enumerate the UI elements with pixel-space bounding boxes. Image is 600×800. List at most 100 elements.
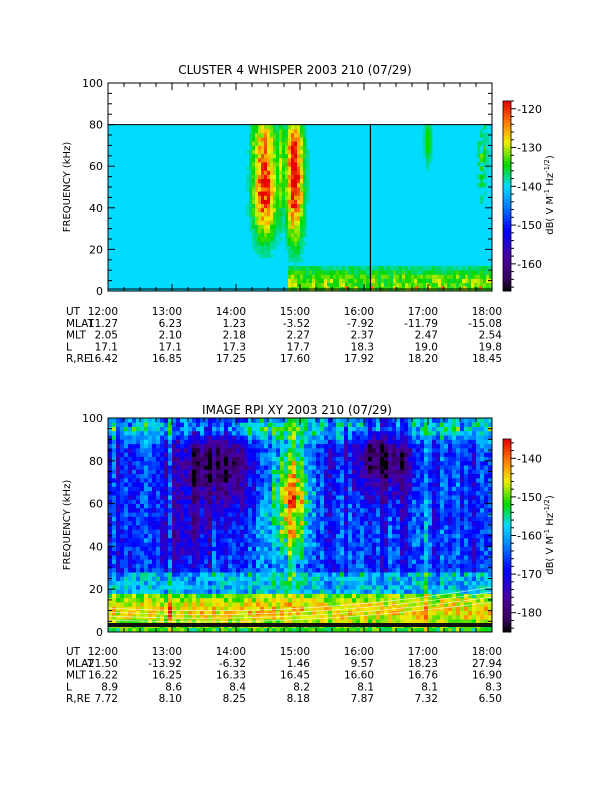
spectrogram-cell bbox=[280, 447, 285, 453]
spectrogram-cell bbox=[200, 430, 205, 436]
spectrogram-cell bbox=[224, 580, 229, 586]
spectrogram-cell bbox=[303, 211, 307, 217]
spectrogram-cell bbox=[324, 266, 328, 271]
spectrogram-cell bbox=[188, 486, 193, 492]
spectrogram-cell bbox=[273, 170, 277, 175]
spectrogram-cell bbox=[136, 567, 141, 573]
spectrogram-cell bbox=[252, 178, 256, 184]
spectrogram-cell bbox=[224, 525, 229, 530]
spectrogram-cell bbox=[384, 572, 389, 577]
spectrogram-cell bbox=[196, 576, 201, 582]
spectrogram-cell bbox=[124, 614, 129, 620]
spectrogram-cell bbox=[462, 274, 466, 279]
spectrogram-cell bbox=[360, 559, 365, 564]
spectrogram-cell bbox=[296, 443, 301, 449]
colorbar-segment bbox=[503, 120, 511, 124]
spectrogram-cell bbox=[312, 572, 317, 577]
spectrogram-cell bbox=[297, 211, 301, 217]
spectrogram-cell bbox=[315, 270, 319, 275]
spectrogram-cell bbox=[312, 597, 317, 603]
spectrogram-cell bbox=[304, 537, 309, 543]
spectrogram-cell bbox=[228, 525, 233, 530]
spectrogram-cell bbox=[261, 241, 265, 246]
spectrogram-cell bbox=[336, 503, 341, 509]
spectrogram-cell bbox=[306, 270, 310, 275]
spectrogram-cell bbox=[352, 503, 357, 509]
spectrogram-cell bbox=[136, 619, 141, 624]
spectrogram-cell bbox=[360, 546, 365, 552]
colorbar-segment bbox=[503, 205, 511, 210]
spectrogram-cell bbox=[368, 580, 373, 586]
spectrogram-cell bbox=[399, 278, 403, 284]
spectrogram-cell bbox=[308, 418, 313, 423]
spectrogram-cell bbox=[112, 537, 117, 543]
spectrogram-cell bbox=[249, 211, 253, 217]
spectrogram-cell bbox=[160, 576, 165, 582]
spectrogram-cell bbox=[336, 443, 341, 449]
spectrogram-cell bbox=[360, 580, 365, 586]
spectrogram-cell bbox=[200, 477, 205, 483]
spectrogram-cell bbox=[308, 584, 313, 590]
spectrogram-cell bbox=[288, 482, 293, 487]
spectrogram-cell bbox=[240, 584, 245, 590]
spectrogram-cell bbox=[285, 141, 289, 146]
colorbar-tick-label: -120 bbox=[517, 103, 542, 116]
spectrogram-cell bbox=[285, 124, 289, 130]
spectrogram-cell bbox=[152, 456, 157, 462]
spectrogram-cell bbox=[188, 490, 193, 496]
spectrogram-cell bbox=[364, 572, 369, 577]
spectrogram-cell bbox=[356, 525, 361, 530]
spectrogram-cell bbox=[204, 597, 209, 603]
spectrogram-cell bbox=[164, 529, 169, 534]
spectrogram-cell bbox=[176, 584, 181, 590]
spectrogram-cell bbox=[396, 554, 401, 560]
spectrogram-cell bbox=[405, 266, 409, 271]
spectrogram-cell bbox=[363, 270, 367, 275]
spectrogram-cell bbox=[136, 576, 141, 582]
spectrogram-cell bbox=[345, 274, 349, 279]
spectrogram-cell bbox=[368, 610, 373, 616]
spectrogram-cell bbox=[246, 187, 250, 192]
spectrogram-cell bbox=[108, 520, 113, 526]
spectrogram-cell bbox=[180, 584, 185, 590]
spectrogram-cell bbox=[156, 567, 161, 573]
spectrogram-cell bbox=[224, 469, 229, 475]
spectrogram-cell bbox=[308, 614, 313, 620]
spectrogram-cell bbox=[316, 520, 321, 526]
spectrogram-cell bbox=[272, 460, 277, 466]
spectrogram-cell bbox=[483, 153, 487, 159]
spectrogram-cell bbox=[196, 525, 201, 530]
spectrogram-cell bbox=[340, 550, 345, 556]
spectrogram-cell bbox=[297, 216, 301, 221]
spectrogram-cell bbox=[300, 153, 304, 159]
spectrogram-cell bbox=[352, 460, 357, 466]
spectrogram-cell bbox=[172, 525, 177, 530]
spectrogram-cell bbox=[332, 520, 337, 526]
spectrogram-cell bbox=[393, 282, 397, 288]
spectrogram-cell bbox=[294, 149, 298, 155]
spectrogram-cell bbox=[291, 141, 295, 146]
spectrogram-cell bbox=[148, 602, 153, 607]
spectrogram-cell bbox=[297, 187, 301, 192]
spectrogram-cell bbox=[260, 422, 265, 427]
spectrogram-cell bbox=[396, 465, 401, 470]
spectrogram-cell bbox=[208, 606, 213, 611]
spectrogram-cell bbox=[156, 452, 161, 457]
spectrogram-cell bbox=[172, 507, 177, 513]
spectrogram-cell bbox=[296, 627, 301, 633]
spectrogram-cell bbox=[224, 512, 229, 517]
spectrogram-cell bbox=[140, 602, 145, 607]
spectrogram-cell bbox=[312, 282, 316, 288]
spectrogram-cell bbox=[363, 274, 367, 279]
spectrogram-cell bbox=[160, 572, 165, 577]
spectrogram-cell bbox=[176, 559, 181, 564]
spectrogram-cell bbox=[232, 439, 237, 445]
spectrogram-cell bbox=[261, 132, 265, 138]
spectrogram-cell bbox=[236, 580, 241, 586]
spectrogram-cell bbox=[364, 567, 369, 573]
spectrogram-cell bbox=[148, 430, 153, 436]
spectrogram-cell bbox=[212, 563, 217, 569]
spectrogram-cell bbox=[392, 584, 397, 590]
spectrogram-cell bbox=[120, 473, 125, 479]
spectrogram-cell bbox=[360, 270, 364, 275]
